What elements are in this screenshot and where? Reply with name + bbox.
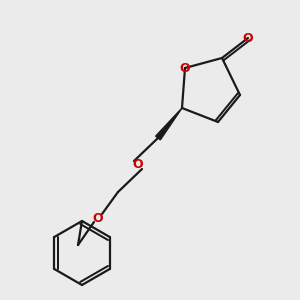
Text: O: O	[133, 158, 143, 172]
Polygon shape	[156, 108, 182, 140]
Text: O: O	[180, 61, 190, 74]
Text: O: O	[93, 212, 103, 224]
Text: O: O	[243, 32, 253, 44]
